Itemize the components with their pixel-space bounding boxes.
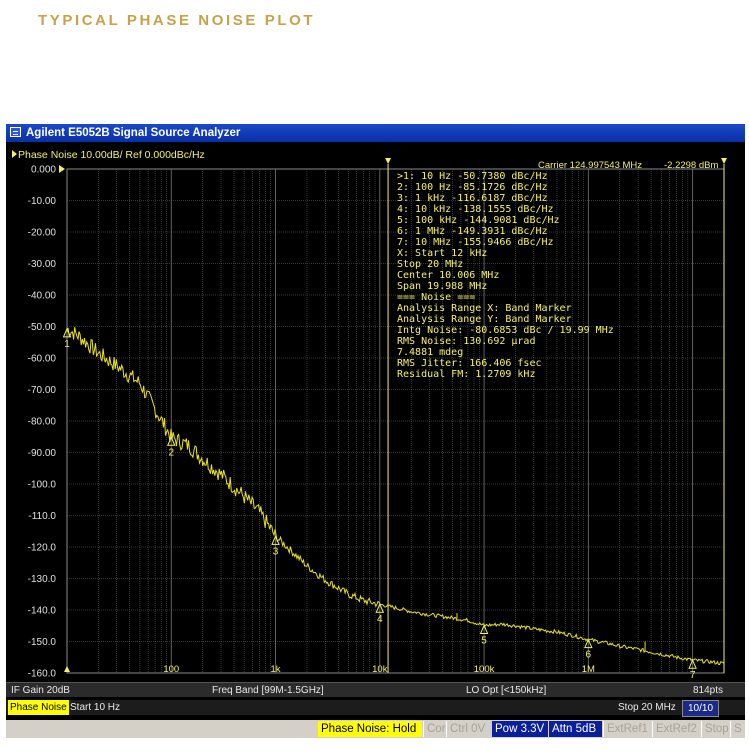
status-indicator-ctrl-0v[interactable]: Ctrl 0V	[446, 721, 491, 737]
y-tick-label: -60.00	[28, 354, 57, 365]
marker-readout: >1: 10 Hz -50.7380 dBc/Hz 2: 100 Hz -85.…	[397, 171, 614, 380]
page-heading: TYPICAL PHASE NOISE PLOT	[38, 12, 316, 29]
spur-group	[456, 613, 646, 651]
marker-2-label: 2	[168, 447, 174, 458]
x-tick-label: 10k	[372, 664, 388, 675]
marker-6-icon	[584, 638, 593, 649]
freq-band[interactable]: Freq Band [99M-1.5GHz]	[212, 685, 324, 696]
status-indicator-phase-noise-hold[interactable]: Phase Noise: Hold	[318, 721, 422, 737]
readout-line: 6: 1 MHz -149.3931 dBc/Hz	[397, 226, 548, 237]
marker-4-icon	[375, 602, 385, 613]
status-indicator-attn-5db[interactable]: Attn 5dB	[549, 721, 602, 737]
readout-line: === Noise ===	[397, 292, 475, 303]
y-tick-label: -20.00	[28, 228, 57, 239]
channel-mode-label[interactable]: Phase Noise	[8, 700, 69, 715]
window-titlebar[interactable]: Agilent E5052B Signal Source Analyzer	[6, 124, 745, 142]
band-marker-lines	[385, 158, 727, 673]
y-tick-label: -70.00	[28, 385, 57, 396]
y-tick-label: -30.00	[28, 259, 57, 270]
y-tick-label: -90.00	[28, 448, 57, 459]
marker-1-icon	[62, 327, 72, 338]
analyzer-window: Agilent E5052B Signal Source Analyzer 0.…	[6, 124, 745, 738]
points-count[interactable]: 814pts	[693, 685, 724, 696]
marker-5-label: 5	[481, 635, 487, 646]
readout-line: RMS Jitter: 166.406 fsec	[397, 358, 542, 369]
marker-3-label: 3	[273, 546, 279, 557]
readout-line: Span 19.988 MHz	[397, 281, 487, 292]
x-tick-label: 1M	[582, 664, 595, 675]
status-indicator-stop[interactable]: Stop	[701, 721, 729, 737]
readout-line: 5: 100 kHz -144.9081 dBc/Hz	[397, 215, 560, 226]
y-tick-label: 0.000	[31, 165, 56, 176]
readout-line: Residual FM: 1.2709 kHz	[397, 369, 535, 380]
marker-4-label: 4	[377, 614, 383, 625]
x-tick-label: 1k	[271, 664, 281, 675]
y-tick-label: -160.0	[28, 669, 57, 680]
lo-opt[interactable]: LO Opt [<150kHz]	[466, 685, 547, 696]
phase-noise-trace	[66, 327, 725, 666]
marker-7-label: 7	[690, 670, 696, 681]
readout-line: X: Start 12 kHz	[397, 248, 487, 259]
y-axis-ticks: 0.000 -10.00 -20.00 -30.00 -40.00 -50.00 -60.0…	[28, 165, 65, 680]
status-indicator-extref2[interactable]: ExtRef2	[652, 721, 700, 737]
page-indicator[interactable]: 10/10	[682, 700, 720, 717]
if-gain[interactable]: IF Gain 20dB	[11, 685, 70, 696]
readout-line: Analysis Range Y: Band Marker	[397, 314, 572, 325]
readout-line: Stop 20 MHz	[397, 259, 463, 270]
readout-line: Center 10.006 MHz	[397, 270, 499, 281]
trace-header[interactable]: Phase Noise 10.00dB/ Ref 0.000dBc/Hz	[12, 149, 205, 161]
x-tick-label: 100	[163, 664, 179, 675]
window-icon	[10, 127, 21, 137]
status-indicator-s[interactable]: S	[730, 721, 742, 737]
readout-line: Intg Noise: -80.6853 dBc / 19.99 MHz	[397, 325, 614, 336]
y-tick-label: -120.0	[28, 543, 57, 554]
status-bar-3: Phase Noise: Hold Cor Ctrl 0V Pow 3.3V Attn …	[6, 720, 745, 738]
marker-3-icon	[271, 535, 280, 545]
readout-line: 2: 100 Hz -85.1726 dBc/Hz	[397, 182, 548, 193]
y-tick-label: -10.00	[28, 196, 57, 207]
marker-6-label: 6	[586, 650, 592, 661]
marker-group: 1 2 3 4 5 6 7	[62, 327, 697, 681]
y-tick-label: -40.00	[28, 291, 57, 302]
marker-2-icon	[167, 436, 176, 446]
carrier-level: -2.2298 dBm	[664, 160, 718, 171]
y-tick-label: -110.0	[28, 511, 56, 522]
readout-line: Analysis Range X: Band Marker	[397, 303, 572, 314]
readout-line: >1: 10 Hz -50.7380 dBc/Hz	[397, 171, 548, 182]
y-tick-label: -50.00	[28, 322, 57, 333]
ref-level-arrow-icon	[59, 165, 65, 173]
readout-line: 3: 1 kHz -116.6187 dBc/Hz	[397, 193, 548, 204]
trace-active-arrow-icon	[12, 150, 17, 158]
y-tick-label: -150.0	[28, 637, 57, 648]
phase-noise-chart: 0.000 -10.00 -20.00 -30.00 -40.00 -50.00 -60.0…	[28, 158, 727, 681]
readout-line: 7: 10 MHz -155.9466 dBc/Hz	[397, 237, 554, 248]
status-indicator-extref1[interactable]: ExtRef1	[603, 721, 651, 737]
readout-line: RMS Noise: 130.692 µrad	[397, 336, 535, 347]
y-tick-label: -100.0	[28, 480, 57, 491]
band-marker-icon	[385, 158, 392, 164]
x-axis-ticks: 100 1k 10k 100k 1M	[64, 664, 595, 675]
y-tick-label: -140.0	[28, 606, 57, 617]
start-frequency[interactable]: Start 10 Hz	[70, 702, 121, 713]
start-arrow-icon	[64, 666, 70, 672]
status-indicator-cor[interactable]: Cor	[423, 721, 446, 737]
readout-line: 4: 10 kHz -138.1555 dBc/Hz	[397, 204, 554, 215]
y-tick-label: -80.00	[28, 417, 57, 428]
marker-7-icon	[688, 658, 697, 669]
band-marker-icon	[721, 158, 727, 164]
chart-grid	[66, 168, 725, 674]
y-tick-label: -130.0	[28, 574, 57, 585]
stop-frequency[interactable]: Stop 20 MHz	[618, 702, 676, 713]
status-bar-2: Phase Noise Start 10 Hz Stop 20 MHz 10/1…	[6, 700, 745, 717]
x-tick-label: 100k	[474, 664, 495, 675]
marker-5-icon	[479, 624, 489, 634]
window-title: Agilent E5052B Signal Source Analyzer	[26, 127, 241, 139]
status-indicator-pow-3-3v[interactable]: Pow 3.3V	[492, 721, 548, 737]
carrier-readout: Carrier 124.997543 MHz	[538, 160, 642, 171]
readout-line: 7.4881 mdeg	[397, 347, 463, 358]
status-bar-1: IF Gain 20dB Freq Band [99M-1.5GHz] LO O…	[6, 682, 745, 697]
trace-header-text: Phase Noise 10.00dB/ Ref 0.000dBc/Hz	[18, 149, 205, 161]
marker-1-label: 1	[64, 339, 70, 350]
